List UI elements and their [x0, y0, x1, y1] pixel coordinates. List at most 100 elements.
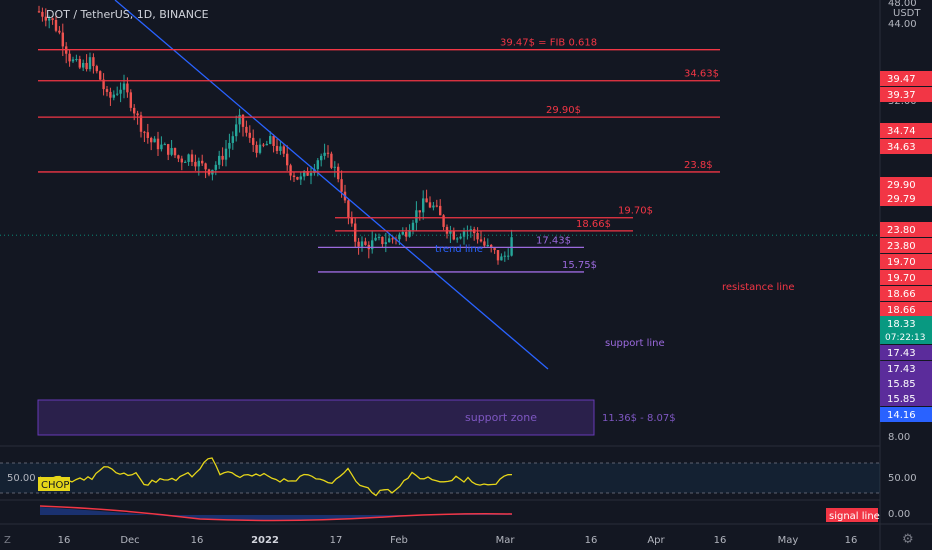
level-label-5: 18.66$: [576, 219, 611, 230]
candle: [112, 90, 115, 101]
candle: [265, 140, 268, 146]
candle: [163, 142, 166, 146]
price-badge-4: [880, 177, 932, 192]
price-badge-label-6: 23.80: [887, 225, 916, 236]
chop-indicator-pane[interactable]: 50.00 CHOP 50.00: [0, 457, 917, 497]
chop-line: [39, 457, 513, 497]
candle: [347, 199, 350, 225]
horizontal-levels[interactable]: 39.47$ = FIB 0.618 34.63$ 29.90$ 23.8$ 19.70…: [0, 38, 880, 273]
candle: [78, 55, 81, 70]
x-tick-5: Feb: [390, 535, 408, 546]
level-label-2: 29.90$: [546, 105, 581, 116]
candle: [160, 136, 163, 152]
price-badge-13: [880, 345, 932, 360]
x-tick-8: Apr: [647, 535, 665, 546]
price-badge-0: [880, 71, 932, 86]
candle: [143, 130, 146, 143]
candle: [354, 218, 357, 248]
candle: [388, 233, 391, 243]
price-badge-label-1: 39.37: [887, 90, 916, 101]
price-badge-label-5: 29.79: [887, 194, 916, 205]
candle: [71, 56, 75, 64]
candle: [252, 129, 255, 153]
candle: [432, 201, 435, 211]
candle: [296, 176, 299, 181]
candle: [496, 250, 500, 265]
candle: [469, 225, 472, 238]
candle: [384, 232, 387, 253]
price-badge-7: [880, 238, 932, 253]
time-axis[interactable]: 16 Dec 16 2022 17 Feb Mar 16 Apr 16 May 16: [58, 535, 858, 546]
candle: [99, 70, 102, 81]
support-zone-range-label: 11.36$ - 8.07$: [602, 413, 676, 424]
candle: [350, 211, 353, 227]
price-badge-label-4: 29.90: [887, 180, 916, 191]
price-badge-14: [880, 361, 932, 376]
symbol-header: DOT / TetherUS, 1D, BINANCE: [46, 8, 209, 21]
candle: [58, 26, 61, 35]
price-badge-3: [880, 139, 932, 154]
signal-histogram: [40, 507, 512, 520]
trend-line[interactable]: [114, 0, 549, 370]
candle: [231, 131, 234, 150]
signal-line-badge-label: signal line: [829, 511, 880, 522]
support-zone-box[interactable]: [37, 399, 595, 436]
price-badge-label-2: 34.74: [887, 126, 916, 137]
candle: [483, 237, 486, 248]
y-tick-0: 48.00: [888, 0, 917, 9]
candle: [197, 157, 200, 176]
candle: [146, 123, 149, 144]
price-badge-label-12: 18.33: [887, 319, 916, 330]
candle: [405, 227, 408, 242]
z-button[interactable]: Z: [4, 535, 11, 546]
chop-axis-label: 50.00: [888, 473, 917, 484]
x-tick-6: Mar: [496, 535, 516, 546]
candle: [493, 247, 496, 254]
chop-badge-label: CHOP: [41, 480, 69, 491]
candle: [258, 138, 262, 155]
candle: [286, 145, 289, 171]
signal-line-badge: [826, 508, 878, 522]
candle: [357, 237, 360, 255]
candle: [459, 233, 462, 240]
countdown-label: 07:22:13: [885, 333, 925, 343]
candle: [241, 114, 245, 137]
price-badge-8: [880, 254, 932, 269]
x-tick-4: 17: [330, 535, 343, 546]
candle: [282, 144, 285, 158]
candle: [48, 15, 51, 29]
level-label-7: 15.75$: [562, 260, 597, 271]
signal-line: [39, 505, 513, 522]
gear-icon[interactable]: ⚙: [902, 532, 914, 547]
y-tick-4: 8.00: [888, 432, 910, 443]
candle: [415, 201, 418, 232]
candle: [194, 154, 197, 171]
candle: [88, 52, 92, 72]
candle: [422, 190, 425, 220]
level-label-0: 39.47$ = FIB 0.618: [500, 38, 597, 49]
price-badge-label-0: 39.47: [887, 74, 916, 85]
candle: [54, 13, 58, 33]
candle: [374, 233, 377, 242]
x-tick-10: May: [778, 535, 799, 546]
price-badge-label-10: 18.66: [887, 289, 916, 300]
candle: [330, 151, 333, 170]
level-label-1: 34.63$: [684, 69, 719, 80]
candle: [337, 163, 340, 183]
candle: [201, 154, 204, 166]
signal-indicator-pane[interactable]: signal line 0.00: [39, 505, 910, 522]
price-badge-16: [880, 391, 932, 406]
chop-level-label: 50.00: [7, 473, 36, 484]
candle: [255, 141, 258, 158]
candle: [425, 189, 428, 203]
candle: [214, 161, 217, 176]
price-badge-10: [880, 286, 932, 301]
y-tick-1: 44.00: [888, 19, 917, 30]
x-tick-7: 16: [585, 535, 598, 546]
x-tick-9: 16: [714, 535, 727, 546]
x-tick-11: 16: [845, 535, 858, 546]
candle: [418, 210, 421, 221]
candle: [320, 153, 323, 167]
